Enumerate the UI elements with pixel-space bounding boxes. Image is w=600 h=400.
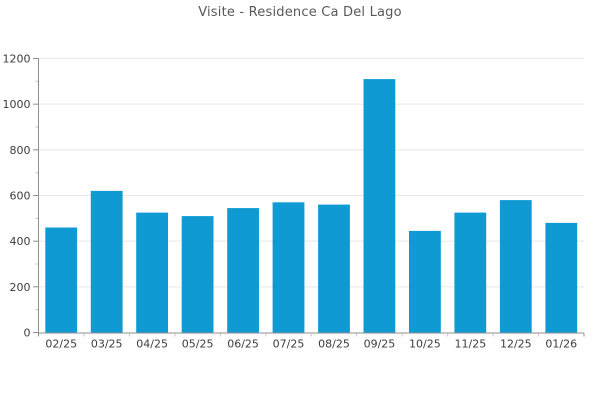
x-tick-label: 02/25: [45, 338, 77, 351]
bar-03/25: [90, 190, 123, 333]
x-tick-label: 04/25: [136, 338, 168, 351]
x-tick-label: 01/26: [545, 338, 577, 351]
y-tick-label: 1200: [3, 53, 31, 66]
chart-title: Visite - Residence Ca Del Lago: [198, 5, 402, 20]
bar-11/25: [454, 212, 487, 333]
y-tick-label: 600: [10, 190, 31, 203]
x-tick-label: 12/25: [500, 338, 532, 351]
bar-10/25: [409, 230, 441, 333]
y-tick-label: 400: [10, 235, 31, 248]
plot-area: 0 200 400 600 800 1000 1200 02/25 03/25 04/25 05/2…: [3, 53, 585, 351]
x-tick-label: 05/25: [182, 338, 214, 351]
x-tick-label: 11/25: [455, 338, 487, 351]
y-tick-label: 800: [10, 144, 31, 157]
bar-09/25: [363, 79, 396, 333]
bar-02/25: [45, 227, 78, 333]
bar-12/25: [499, 200, 532, 333]
y-tick-label: 1000: [3, 98, 31, 111]
bar-06/25: [227, 208, 259, 333]
x-tick-label: 08/25: [318, 338, 350, 351]
x-tick-label: 09/25: [364, 338, 396, 351]
x-tick-label: 06/25: [227, 338, 259, 351]
x-tick-label: 10/25: [409, 338, 441, 351]
y-tick-label: 0: [24, 327, 31, 340]
y-tick-label: 200: [10, 281, 31, 294]
x-tick-label: 03/25: [91, 338, 123, 351]
bar-05/25: [181, 216, 214, 333]
x-tick-label: 07/25: [273, 338, 305, 351]
bar-08/25: [318, 204, 350, 333]
bar-07/25: [272, 202, 305, 333]
bar-01/26: [545, 222, 578, 333]
bar-04/25: [136, 212, 168, 333]
